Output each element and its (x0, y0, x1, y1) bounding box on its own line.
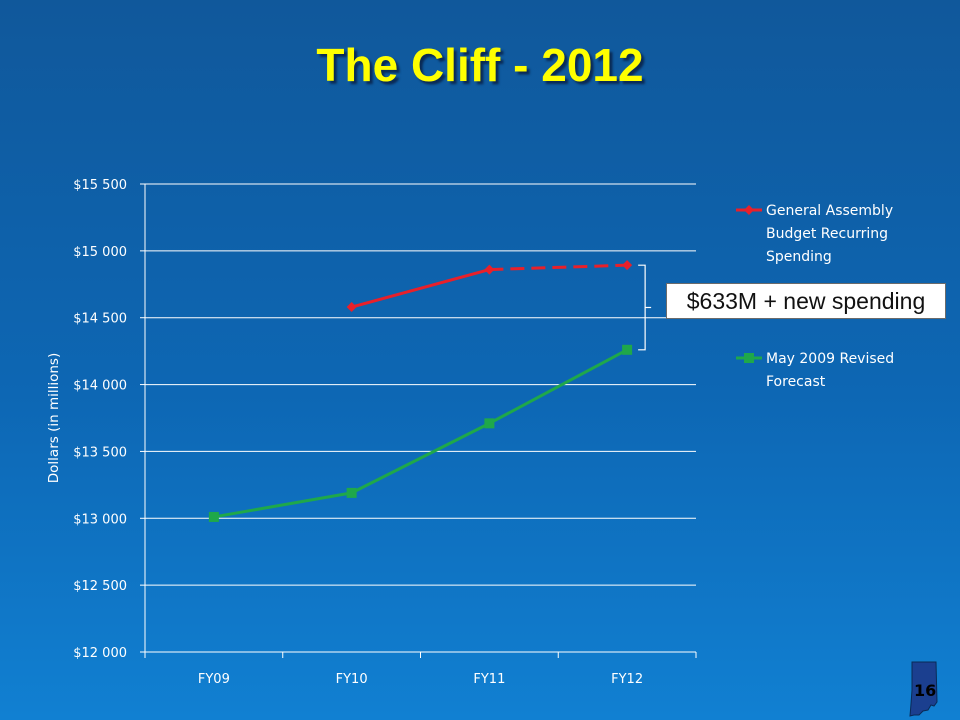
x-tick-label: FY10 (336, 672, 368, 687)
difference-bracket (638, 264, 652, 351)
legend-swatch-marker-1 (744, 353, 754, 363)
y-tick-label: $14 000 (73, 379, 127, 394)
series-0-point (346, 302, 357, 313)
page-number: 16 (914, 681, 937, 700)
legend-label-0: Budget Recurring (766, 226, 888, 242)
y-tick-label: $14 500 (73, 312, 127, 327)
series-0-point (484, 264, 495, 275)
legend-swatch-marker-0 (744, 205, 754, 215)
gridlines (145, 183, 696, 653)
bracket-line (638, 264, 646, 351)
y-tick-label: $15 500 (73, 178, 127, 193)
axes (140, 183, 697, 658)
series-1-segment (350, 422, 491, 495)
y-tick-label: $13 000 (73, 512, 127, 527)
indiana-state-icon (909, 661, 938, 717)
slide-title: The Cliff - 2012 (316, 39, 644, 91)
series-1-segment (488, 348, 628, 425)
legend-label-0: General Assembly (766, 203, 893, 219)
x-tick-label: FY09 (198, 672, 230, 687)
x-tick-labels: FY09 FY10 FY11 FY12 (198, 672, 643, 687)
y-tick-labels: $12 000 $12 500 $13 000 $13 500 $14 000 $14 5… (73, 178, 127, 661)
series (208, 260, 633, 522)
series-0-segment (351, 268, 490, 309)
series-0-point (622, 260, 633, 271)
y-tick-label: $12 500 (73, 579, 127, 594)
legend-label-0: Spending (766, 249, 832, 265)
series-1-point (622, 344, 633, 355)
series-0-segment (489, 263, 628, 272)
legend-label-1: May 2009 Revised (766, 351, 894, 367)
series-1-segment (213, 491, 352, 519)
y-tick-label: $13 500 (73, 445, 127, 460)
series-1-point (346, 487, 357, 498)
series-1-point (208, 511, 219, 522)
y-tick-label: $15 000 (73, 245, 127, 260)
x-tick-label: FY11 (473, 672, 505, 687)
y-axis-label: Dollars (in millions) (46, 353, 62, 483)
legend-label-1: Forecast (766, 374, 826, 390)
y-tick-label: $12 000 (73, 646, 127, 661)
x-tick-label: FY12 (611, 672, 643, 687)
legend: General Assembly Budget Recurring Spending… (736, 203, 894, 390)
series-1-point (484, 418, 495, 429)
gap-callout: $633M + new spending (666, 283, 946, 319)
